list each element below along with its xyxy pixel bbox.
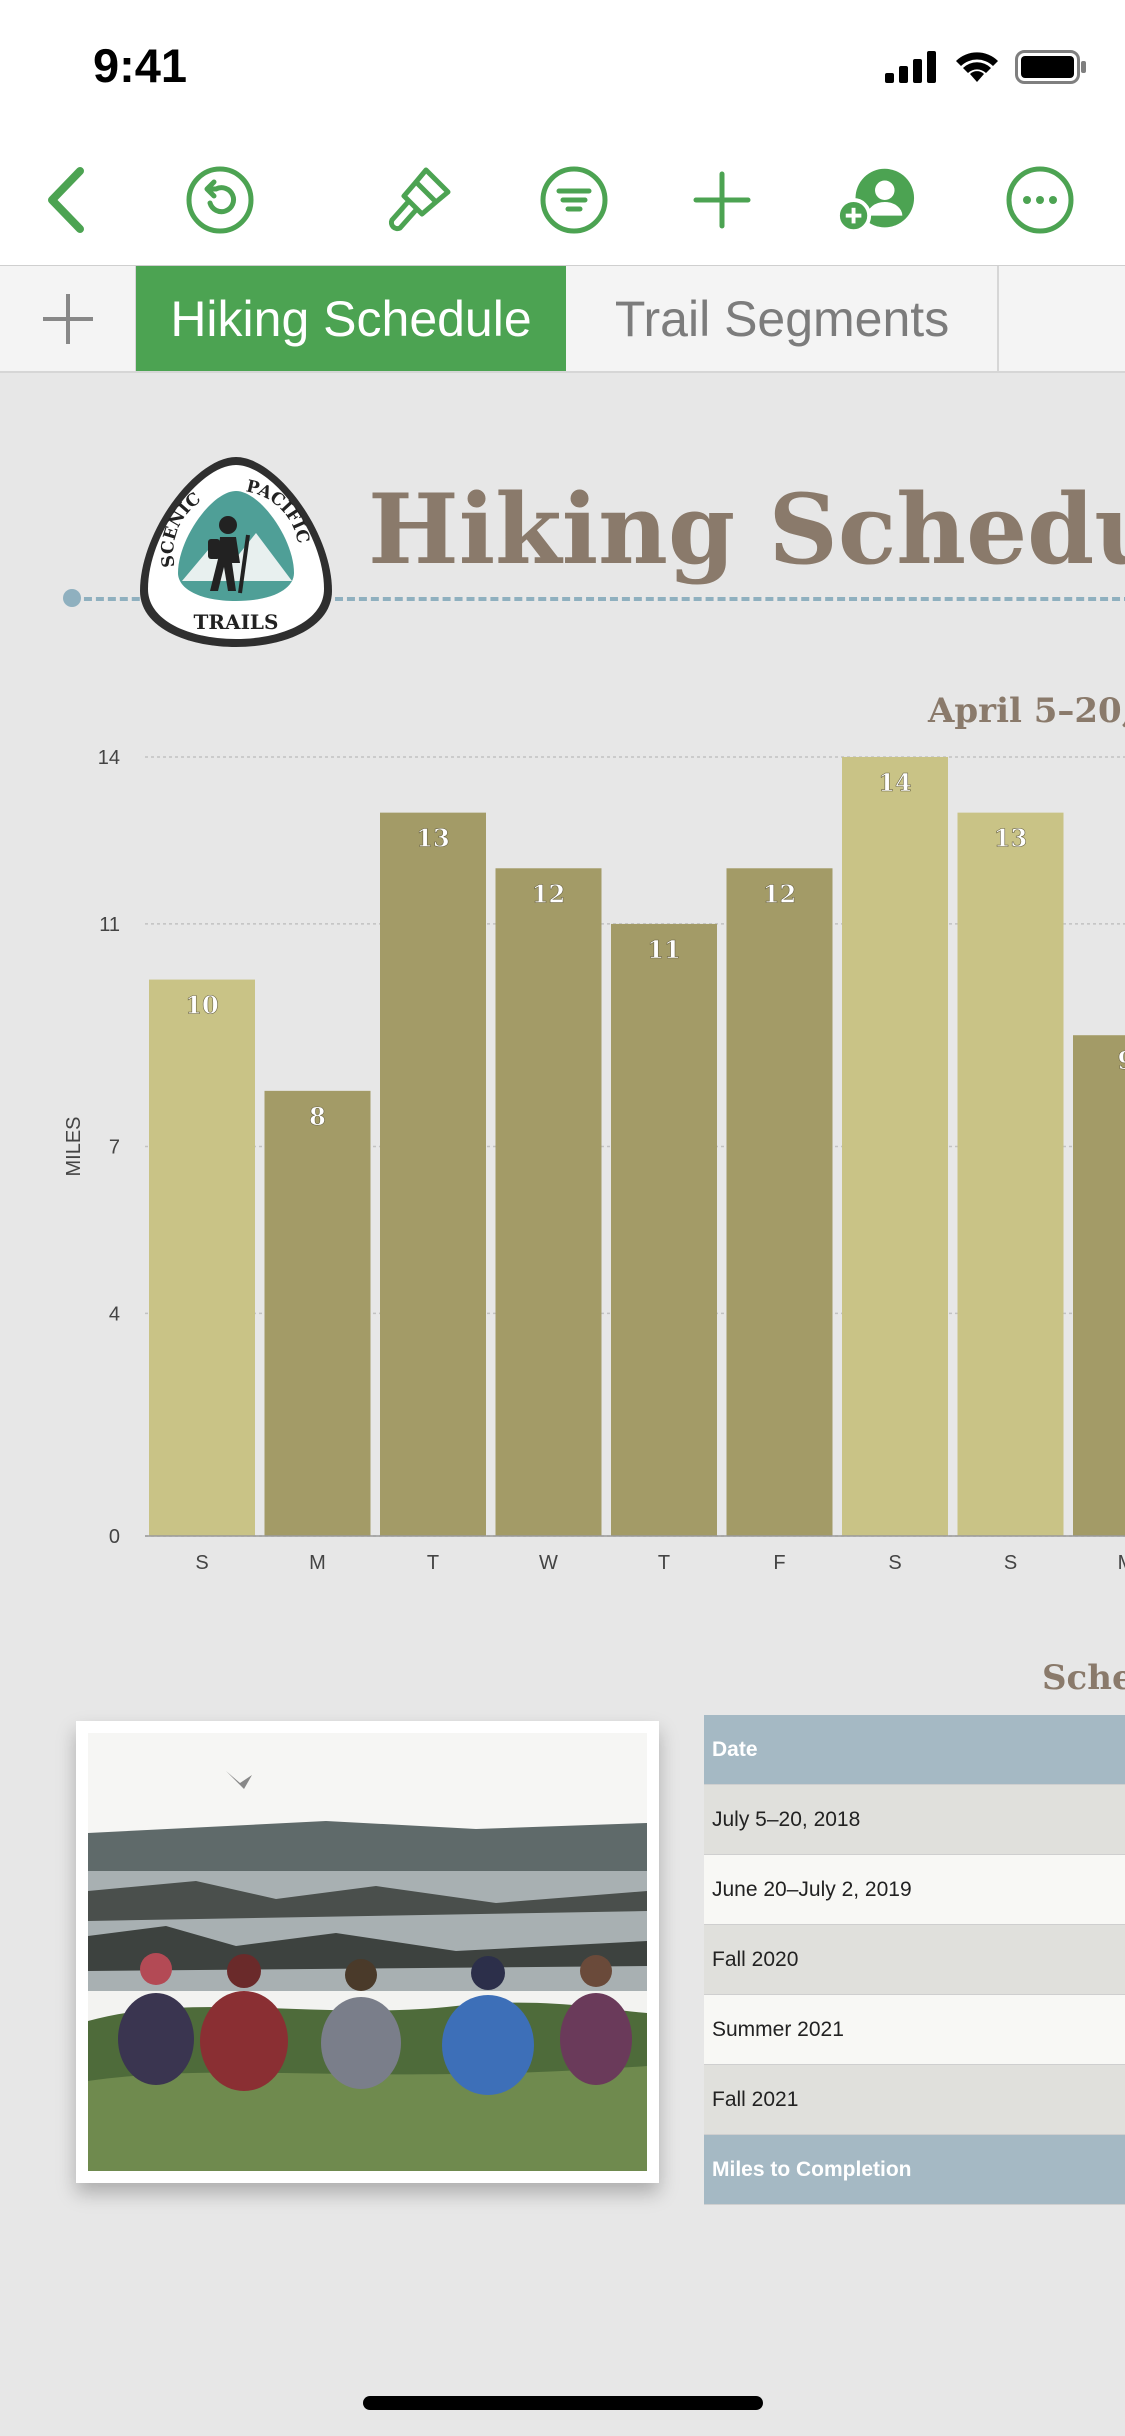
table-row[interactable]: Summer 2021	[704, 1995, 1125, 2065]
filter-button[interactable]	[534, 160, 614, 240]
x-tick-label: T	[427, 1552, 439, 1574]
bar	[495, 868, 602, 1536]
signal-icon	[885, 51, 936, 83]
sheet-title[interactable]: Hiking Schedule	[368, 473, 1125, 586]
paintbrush-icon	[388, 167, 451, 232]
bar	[149, 979, 255, 1536]
trail-logo[interactable]: SCENIC PACIFIC TRAILS	[136, 451, 336, 651]
back-icon	[48, 167, 84, 233]
bar	[611, 923, 717, 1536]
toolbar	[0, 135, 1125, 267]
bar-value-label: 12	[532, 879, 565, 908]
y-tick-label: 11	[99, 914, 120, 936]
y-tick-label: 4	[109, 1303, 120, 1325]
bar-value-label: 9	[1118, 1046, 1125, 1075]
home-indicator[interactable]	[363, 2396, 763, 2410]
y-tick-label: 7	[109, 1137, 120, 1159]
sheet-canvas: SCENIC PACIFIC TRAILS Hiking Schedule Ap…	[0, 373, 1125, 2436]
svg-text:TRAILS: TRAILS	[194, 610, 279, 634]
x-tick-label: M	[309, 1552, 326, 1574]
bar	[957, 812, 1064, 1536]
schedule-title: Sche	[1042, 1658, 1125, 1698]
x-tick-label: F	[773, 1552, 785, 1574]
bar	[1073, 1035, 1125, 1536]
add-icon	[693, 171, 751, 229]
bar	[842, 757, 948, 1536]
undo-icon	[186, 166, 254, 234]
collaborate-button[interactable]	[836, 160, 916, 240]
table-row[interactable]: June 20–July 2, 2019	[704, 1855, 1125, 1925]
tab-hiking-schedule[interactable]: Hiking Schedule	[136, 266, 566, 371]
status-time: 9:41	[93, 39, 188, 92]
more-button[interactable]	[1000, 160, 1080, 240]
more-icon	[1006, 166, 1074, 234]
bar-value-label: 14	[878, 768, 911, 797]
wifi-icon	[956, 52, 998, 82]
divider-endpoint	[63, 589, 81, 607]
title-divider	[72, 597, 1125, 601]
bar-value-label: 8	[309, 1102, 326, 1131]
table-header[interactable]: Date	[704, 1715, 1125, 1785]
x-tick-label: T	[658, 1552, 670, 1574]
undo-button[interactable]	[180, 160, 260, 240]
bar	[380, 812, 486, 1536]
sheet-tabs: Hiking Schedule Trail Segments	[0, 266, 1125, 373]
y-tick-label: 14	[98, 747, 120, 769]
y-axis-label: MILES	[63, 1116, 85, 1176]
schedule-table: Date July 5–20, 2018 June 20–July 2, 201…	[704, 1715, 1125, 2205]
plus-icon	[42, 293, 93, 344]
battery-icon	[1015, 50, 1086, 84]
bar	[264, 1090, 371, 1536]
format-button[interactable]	[378, 160, 458, 240]
table-row[interactable]: Fall 2021	[704, 2065, 1125, 2135]
back-button[interactable]	[28, 160, 108, 240]
bar-value-label: 10	[185, 991, 218, 1020]
add-button[interactable]	[682, 160, 762, 240]
bar-value-label: 12	[763, 879, 796, 908]
y-tick-label: 0	[109, 1526, 120, 1548]
x-tick-label: S	[195, 1552, 208, 1574]
x-tick-label: S	[1004, 1552, 1017, 1574]
chart-subtitle: April 5–20,	[928, 691, 1125, 731]
x-tick-label: M	[1118, 1552, 1125, 1574]
bar-value-label: 11	[647, 935, 680, 964]
collaborate-icon	[836, 168, 915, 234]
status-bar: 9:41	[0, 0, 1125, 135]
table-row[interactable]: July 5–20, 2018	[704, 1785, 1125, 1855]
add-sheet-button[interactable]	[0, 266, 137, 371]
hikers-photo[interactable]	[76, 1721, 659, 2183]
tab-trail-segments[interactable]: Trail Segments	[567, 266, 999, 371]
x-tick-label: S	[888, 1552, 901, 1574]
status-indicators	[885, 50, 1087, 84]
table-row[interactable]: Fall 2020	[704, 1925, 1125, 1995]
x-tick-label: W	[539, 1552, 558, 1574]
miles-bar-chart[interactable]: 0 4 7 11 14 MILES 10 S 8 M 13 T 12 W 11 T 12 F 14 S 13 S 9 M	[0, 733, 1125, 1593]
filter-icon	[540, 166, 608, 234]
bar	[726, 868, 833, 1536]
bar-value-label: 13	[416, 824, 449, 853]
bar-value-label: 13	[994, 824, 1027, 853]
table-footer[interactable]: Miles to Completion	[704, 2135, 1125, 2205]
